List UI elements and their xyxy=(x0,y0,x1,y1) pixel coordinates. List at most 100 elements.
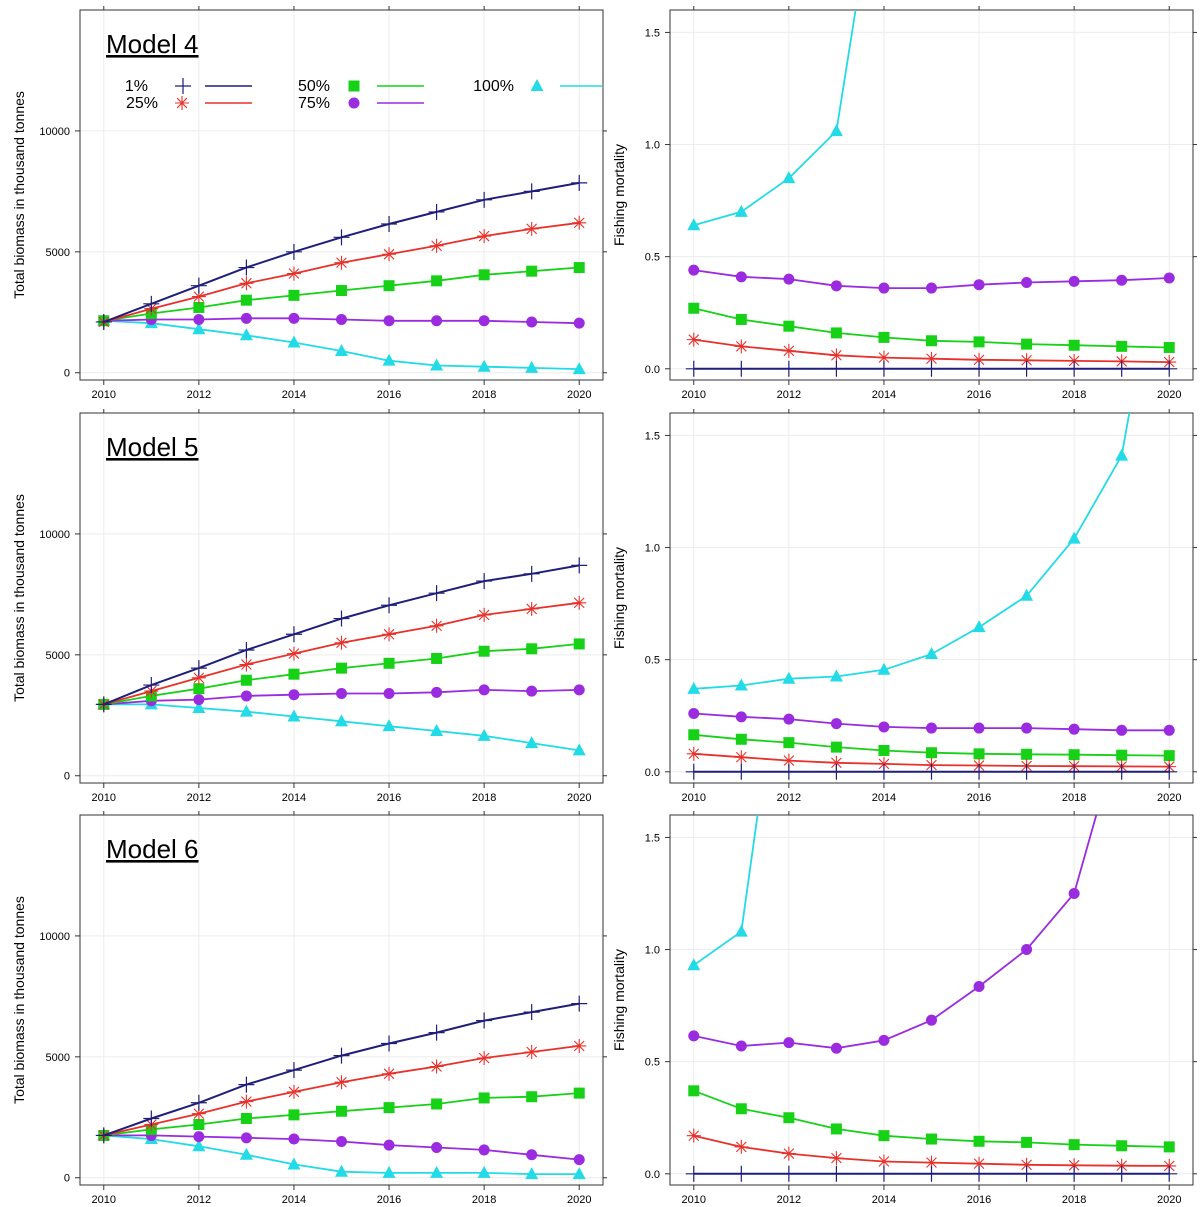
data-point-p1 xyxy=(333,229,350,246)
data-point-p75 xyxy=(1021,722,1033,734)
data-point-p50 xyxy=(240,1112,252,1124)
data-point-p50 xyxy=(240,294,252,306)
data-point-p25 xyxy=(382,247,397,262)
data-point-p75 xyxy=(830,718,842,730)
data-point-p1 xyxy=(143,1110,160,1127)
data-point-p25 xyxy=(334,1075,349,1090)
data-point-p1 xyxy=(571,557,588,574)
data-point-p50 xyxy=(926,1133,937,1145)
data-point-p50 xyxy=(383,1102,395,1114)
data-point-p1 xyxy=(428,585,445,602)
model-title: Model 6 xyxy=(106,834,199,864)
data-point-p50 xyxy=(1068,339,1080,351)
data-point-p100 xyxy=(572,362,586,375)
data-point-p25 xyxy=(286,1084,301,1099)
data-point-p1 xyxy=(971,763,988,780)
y-tick-label: 5000 xyxy=(46,650,70,662)
data-point-p1 xyxy=(875,763,892,780)
data-point-p75 xyxy=(431,1142,443,1154)
data-point-p25 xyxy=(334,255,349,270)
data-point-p75 xyxy=(383,315,395,327)
data-point-p1 xyxy=(685,1165,702,1182)
x-tick-label: 2016 xyxy=(377,1194,401,1206)
data-point-p100 xyxy=(734,204,748,217)
series-group xyxy=(685,10,1178,377)
data-point-p100 xyxy=(1067,531,1081,544)
plot-frame xyxy=(79,412,604,784)
x-tick-label: 2018 xyxy=(1062,389,1086,401)
data-point-p1 xyxy=(780,360,797,377)
x-tick-label: 2018 xyxy=(472,792,496,804)
data-point-p1 xyxy=(143,295,160,312)
data-point-p100 xyxy=(687,218,701,231)
data-point-p50 xyxy=(526,643,538,655)
x-tick-label: 2014 xyxy=(872,389,896,401)
data-point-p25 xyxy=(429,1059,444,1074)
data-point-p75 xyxy=(573,684,585,696)
y-tick-label: 0.5 xyxy=(645,1057,660,1069)
data-point-p50 xyxy=(1068,749,1080,761)
data-point-p1 xyxy=(523,565,540,582)
y-axis-title: Total biomass in thousand tonnes xyxy=(11,896,27,1104)
data-point-p75 xyxy=(688,264,700,276)
x-tick-label: 2018 xyxy=(1062,792,1086,804)
x-tick-label: 2016 xyxy=(967,792,991,804)
data-point-p100 xyxy=(687,958,701,971)
data-point-p50 xyxy=(688,302,700,314)
data-point-p1 xyxy=(476,191,493,208)
data-point-p75 xyxy=(1021,944,1033,956)
data-point-p1 xyxy=(95,1127,112,1144)
model-title: Model 4 xyxy=(106,29,199,59)
data-point-p50 xyxy=(1116,749,1128,761)
data-point-p50 xyxy=(1068,1139,1080,1151)
data-point-p1 xyxy=(971,360,988,377)
x-tick-label: 2014 xyxy=(282,792,306,804)
data-point-p25 xyxy=(1067,1158,1082,1173)
data-point-p100 xyxy=(239,1147,253,1160)
series-line-p100 xyxy=(103,703,580,752)
data-point-p75 xyxy=(783,1037,795,1049)
data-point-p50 xyxy=(926,747,937,759)
data-point-p1 xyxy=(1066,763,1083,780)
data-point-p75 xyxy=(478,684,490,696)
data-point-p1 xyxy=(333,610,350,627)
data-point-p100 xyxy=(430,358,444,371)
data-point-p1 xyxy=(1161,360,1178,377)
data-point-p75 xyxy=(1068,887,1080,899)
series-line-p100 xyxy=(693,413,1131,690)
data-point-p75 xyxy=(383,1139,395,1151)
y-tick-label: 1.0 xyxy=(645,140,660,152)
series-line-p1 xyxy=(103,181,580,323)
data-point-p75 xyxy=(688,1030,700,1042)
gridlines xyxy=(670,10,1193,380)
data-point-p1 xyxy=(333,1047,350,1064)
x-tick-label: 2010 xyxy=(682,389,706,401)
data-point-p50 xyxy=(240,674,252,686)
data-point-p100 xyxy=(525,736,539,749)
data-point-p25 xyxy=(239,1094,254,1109)
data-point-p50 xyxy=(878,744,890,756)
data-point-p1 xyxy=(381,216,398,233)
data-point-p75 xyxy=(783,713,795,725)
data-point-p100 xyxy=(192,1139,206,1152)
data-point-p1 xyxy=(95,696,112,713)
x-tick-label: 2020 xyxy=(1157,389,1181,401)
data-point-p25 xyxy=(429,618,444,633)
data-point-p50 xyxy=(1116,340,1128,352)
data-point-p50 xyxy=(878,331,890,343)
data-point-p75 xyxy=(573,317,585,329)
data-point-p50 xyxy=(1021,338,1033,350)
data-point-p50 xyxy=(431,1098,443,1110)
data-point-p25 xyxy=(829,348,844,363)
data-point-p1 xyxy=(523,1004,540,1021)
data-point-p50 xyxy=(526,1091,538,1103)
plot-frame xyxy=(669,412,1194,784)
data-point-p1 xyxy=(780,1165,797,1182)
data-point-p100 xyxy=(572,743,586,756)
data-point-p100 xyxy=(829,124,843,137)
data-point-p50 xyxy=(1163,341,1175,353)
data-point-p75 xyxy=(878,1034,890,1046)
data-point-p1 xyxy=(190,1094,207,1111)
x-tick-label: 2010 xyxy=(682,1194,706,1206)
data-point-p75 xyxy=(735,1040,747,1052)
